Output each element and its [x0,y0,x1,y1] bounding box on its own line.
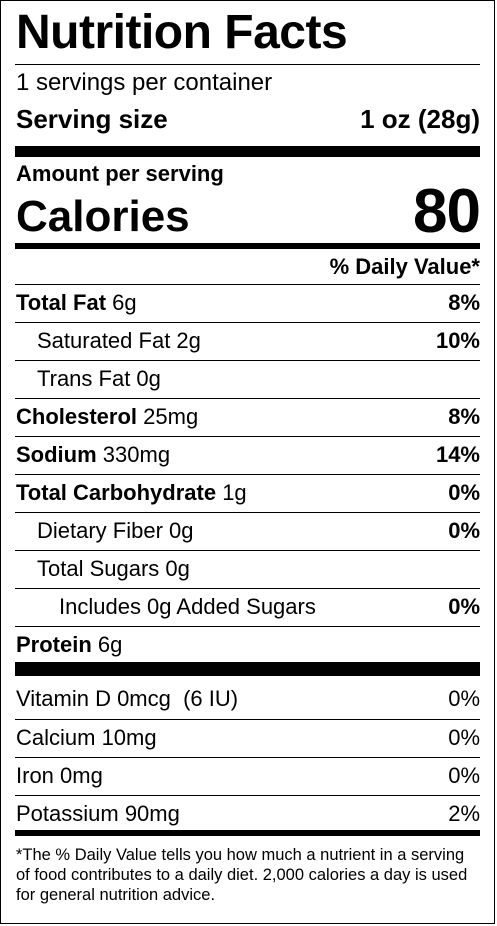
nutrient-row-added-sugars: Includes 0g Added Sugars 0% [15,588,480,626]
vitamin-row-calcium: Calcium 10mg 0% [15,719,480,757]
nutrient-row-trans-fat: Trans Fat 0g [15,360,480,398]
nutrient-row-sodium: Sodium 330mg 14% [15,436,480,474]
vitamin-name: Iron 0mg [16,763,103,788]
nutrient-dv: 14% [435,442,480,467]
nutrient-name: Sodium [16,442,97,467]
nutrient-name: Includes 0g Added Sugars [59,594,316,619]
nutrient-name: Total Fat [16,290,107,315]
divider [15,64,480,65]
medium-divider [15,243,480,249]
calories-label: Calories [16,192,190,241]
nutrient-dv: 8% [448,290,480,315]
nutrient-amount: 25mg [143,404,199,429]
nutrient-dv: 0% [448,480,480,505]
nutrient-dv: 10% [435,328,480,353]
label-title: Nutrition Facts [16,6,348,59]
nutrient-name: Protein [16,632,92,657]
nutrient-amount: 1g [222,480,247,505]
nutrient-dv: 0% [448,594,480,619]
vitamin-row-vitamin-d: Vitamin D 0mcg (6 IU) 0% [15,681,480,719]
nutrient-row-protein: Protein 6g [15,626,480,664]
nutrient-row-total-sugars: Total Sugars 0g [15,550,480,588]
vitamin-dv: 0% [448,763,480,788]
amount-per-serving: Amount per serving [16,161,224,186]
nutrient-row-total-fat: Total Fat 6g 8% [15,284,480,322]
nutrient-name: Cholesterol [16,404,138,429]
medium-divider [15,830,480,836]
thick-divider [15,146,480,157]
nutrient-amount: 330mg [102,442,171,467]
serving-size-value: 1 oz (28g) [360,104,480,134]
serving-size-row: Serving size 1 oz (28g) [16,103,480,135]
footnote: *The % Daily Value tells you how much a … [16,846,468,904]
calories-value: 80 [413,177,481,246]
vitamin-name: Calcium 10mg [16,725,157,750]
nutrient-amount: 6g [112,290,137,315]
nutrient-name: Dietary Fiber 0g [37,518,194,543]
nutrient-row-saturated-fat: Saturated Fat 2g 10% [15,322,480,360]
servings-per-container: 1 servings per container [16,69,273,96]
thick-divider [15,662,480,676]
nutrient-name: Saturated Fat 2g [37,328,201,353]
vitamin-row-iron: Iron 0mg 0% [15,757,480,795]
calories-row: Calories 80 [15,177,481,246]
nutrient-dv: 0% [448,518,480,543]
nutrient-amount: 6g [97,632,123,657]
nutrient-row-dietary-fiber: Dietary Fiber 0g 0% [15,512,480,550]
label-content: Nutrition Facts 1 servings per container… [15,1,481,923]
vitamin-dv: 0% [448,725,480,750]
vitamin-name: Potassium 90mg [16,801,180,826]
nutrient-row-cholesterol: Cholesterol 25mg 8% [15,398,480,436]
vitamin-name: Vitamin D 0mcg (6 IU) [16,686,239,711]
nutrient-dv: 8% [448,404,480,429]
daily-value-header: % Daily Value* [329,254,480,279]
vitamin-dv: 0% [448,686,480,711]
nutrient-name: Total Carbohydrate [16,480,217,505]
nutrient-name: Total Sugars 0g [37,556,190,581]
vitamin-row-potassium: Potassium 90mg 2% [15,795,480,833]
nutrient-name: Trans Fat 0g [37,366,161,391]
serving-size-label: Serving size [16,104,168,134]
nutrient-row-total-carbohydrate: Total Carbohydrate 1g 0% [15,474,480,512]
vitamin-dv: 2% [448,801,480,826]
